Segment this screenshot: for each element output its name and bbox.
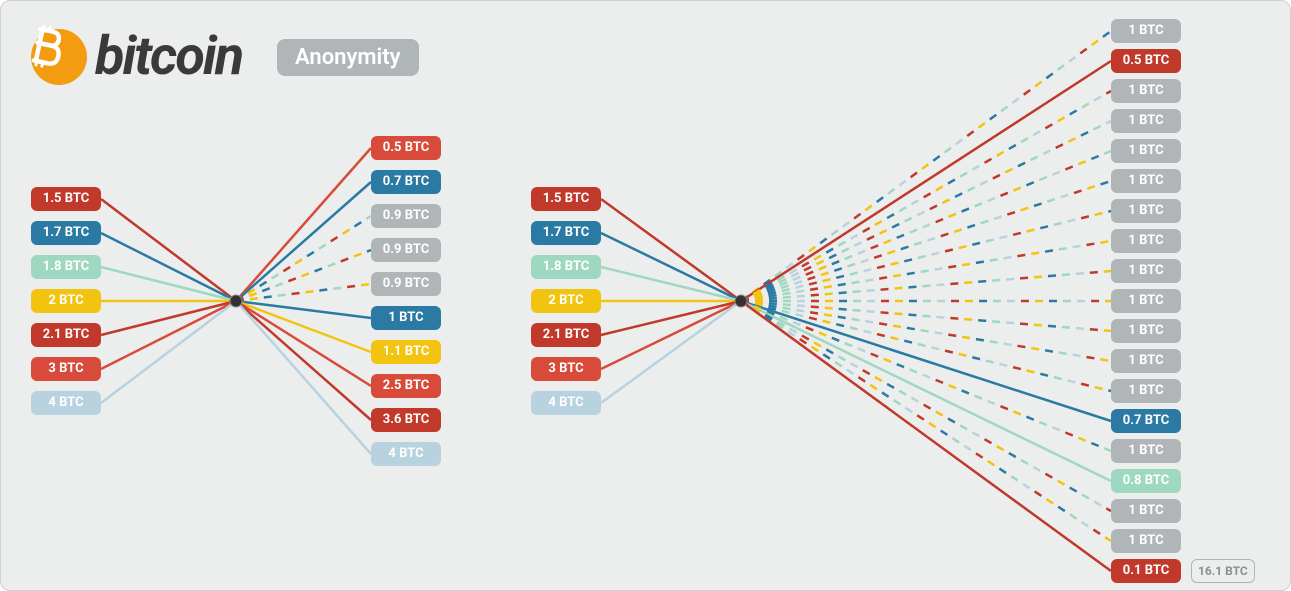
left-output-6: 1.1 BTC <box>371 340 441 364</box>
left-output-7: 2.5 BTC <box>371 374 441 398</box>
left-output-4: 0.9 BTC <box>371 272 441 296</box>
total-badge: 16.1 BTC <box>1191 559 1255 583</box>
right-output-2: 1 BTC <box>1111 79 1181 103</box>
right-output-6: 1 BTC <box>1111 199 1181 223</box>
right-output-14: 1 BTC <box>1111 439 1181 463</box>
right-output-5: 1 BTC <box>1111 169 1181 193</box>
left-output-1: 0.7 BTC <box>371 170 441 194</box>
right-output-4: 1 BTC <box>1111 139 1181 163</box>
bitcoin-logo: bitcoin <box>31 25 242 88</box>
left-output-3: 0.9 BTC <box>371 238 441 262</box>
left-input-0: 1.5 BTC <box>31 187 101 211</box>
right-input-2: 1.8 BTC <box>531 255 601 279</box>
right-output-16: 1 BTC <box>1111 499 1181 523</box>
left-output-9: 4 BTC <box>371 442 441 466</box>
right-output-10: 1 BTC <box>1111 319 1181 343</box>
infographic-frame: bitcoin Anonymity 1.5 BTC 1.7 BTC 1.8 BTC 2… <box>0 0 1291 591</box>
bitcoin-wordmark: bitcoin <box>95 25 242 88</box>
right-input-0: 1.5 BTC <box>531 187 601 211</box>
left-output-2: 0.9 BTC <box>371 204 441 228</box>
right-output-18: 0.1 BTC <box>1111 559 1181 583</box>
left-output-5: 1 BTC <box>371 306 441 330</box>
left-input-6: 4 BTC <box>31 391 101 415</box>
right-input-6: 4 BTC <box>531 391 601 415</box>
diagram-svg <box>1 1 1291 591</box>
right-output-9: 1 BTC <box>1111 289 1181 313</box>
right-output-15: 0.8 BTC <box>1111 469 1181 493</box>
right-output-0: 1 BTC <box>1111 19 1181 43</box>
right-output-12: 1 BTC <box>1111 379 1181 403</box>
right-input-4: 2.1 BTC <box>531 323 601 347</box>
right-output-13: 0.7 BTC <box>1111 409 1181 433</box>
left-output-0: 0.5 BTC <box>371 136 441 160</box>
right-output-11: 1 BTC <box>1111 349 1181 373</box>
left-input-3: 2 BTC <box>31 289 101 313</box>
right-input-5: 3 BTC <box>531 357 601 381</box>
bitcoin-coin-icon <box>31 29 87 85</box>
left-output-8: 3.6 BTC <box>371 408 441 432</box>
left-input-1: 1.7 BTC <box>31 221 101 245</box>
right-output-7: 1 BTC <box>1111 229 1181 253</box>
right-input-3: 2 BTC <box>531 289 601 313</box>
right-output-17: 1 BTC <box>1111 529 1181 553</box>
right-output-3: 1 BTC <box>1111 109 1181 133</box>
right-output-1: 0.5 BTC <box>1111 49 1181 73</box>
left-input-4: 2.1 BTC <box>31 323 101 347</box>
right-input-1: 1.7 BTC <box>531 221 601 245</box>
right-output-8: 1 BTC <box>1111 259 1181 283</box>
subtitle-badge: Anonymity <box>277 39 419 76</box>
left-input-2: 1.8 BTC <box>31 255 101 279</box>
left-input-5: 3 BTC <box>31 357 101 381</box>
